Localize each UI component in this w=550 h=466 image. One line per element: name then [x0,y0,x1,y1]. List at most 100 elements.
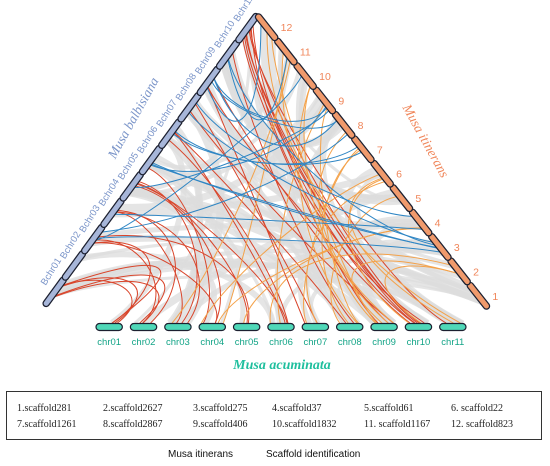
synteny-link-acuminata-itinerans [330,195,400,324]
acuminata-chromosome-label: chr01 [97,337,121,348]
acuminata-chromosome-bar [95,322,123,332]
synteny-link-acuminata-itinerans [171,57,292,324]
acuminata-chromosome-label: chr10 [407,337,431,348]
itinerans-scaffold-label: 6 [396,169,402,181]
acuminata-chromosome-bar [267,322,295,332]
background-synteny-ribbon [109,137,187,326]
synteny-link-acuminata-balbisiana [132,184,221,324]
legend-item: 1.scaffold281 [17,403,72,414]
acuminata-chromosome-label: chr09 [372,337,396,348]
synteny-link-acuminata-balbisiana [241,35,379,324]
itinerans-scaffold-label: 8 [358,120,364,132]
synteny-links [49,19,462,324]
synteny-link-acuminata-itinerans [243,228,426,324]
balbisiana-chromosome-fill [217,40,240,69]
itinerans-scaffold-label: 7 [377,144,383,156]
itinerans-scaffold-fill [371,160,393,187]
synteny-link-acuminata-itinerans [349,176,454,324]
synteny-link-balbisiana-itinerans [226,53,289,121]
acuminata-chromosome-label: chr02 [132,337,156,348]
balbisiana-chromosome-fill [101,198,124,227]
balbisiana-chromosome-fill [62,251,85,280]
acuminata-chromosome-label: chr03 [166,337,190,348]
legend-item: 8.scaffold2867 [103,419,163,430]
acuminata-chromosome-label: chr08 [338,337,362,348]
synteny-link-acuminata-itinerans [200,173,383,324]
synteny-link-acuminata-balbisiana [193,101,318,324]
legend-item: 2.scaffold2627 [103,403,163,414]
legend-item: 5.scaffold61 [364,403,414,414]
species-label-acuminata: Musa acuminata [232,358,331,373]
background-synteny-ribbon [148,160,275,324]
caption-title: Scaffold identification [266,449,361,460]
synteny-link-acuminata-balbisiana [172,130,347,324]
legend-item: 3.scaffold275 [193,403,248,414]
synteny-link-acuminata-itinerans [320,105,359,324]
balbisiana-chromosome-fill [178,93,201,122]
synteny-link-acuminata-itinerans [281,48,389,324]
background-synteny-ribbon [220,60,329,146]
synteny-link-acuminata-itinerans [384,265,462,324]
synteny-link-balbisiana-itinerans [97,132,350,234]
scaffold-legend-box: 1.scaffold281 2.scaffold2627 3.scaffold2… [6,391,542,440]
synteny-link-acuminata-balbisiana [94,235,250,324]
synteny-link-balbisiana-itinerans [131,108,331,188]
synteny-link-balbisiana-itinerans [212,75,339,147]
itinerans-scaffold-fill [313,87,335,114]
synteny-link-acuminata-balbisiana [57,264,162,324]
legend-item: 10.scaffold1832 [272,419,337,430]
synteny-link-balbisiana-itinerans [93,236,445,254]
acuminata-chromosome-label: chr05 [235,337,259,348]
synteny-link-acuminata-balbisiana [166,138,289,324]
itinerans-scaffold-label: 9 [338,95,344,107]
itinerans-scaffold-label: 12 [281,22,293,34]
synteny-link-acuminata-itinerans [217,227,426,324]
legend-item: 11. scaffold1167 [364,419,431,430]
synteny-link-acuminata-itinerans [303,83,376,324]
balbisiana-chromosome-fill [82,224,105,254]
itinerans-scaffold-fill [352,136,374,163]
legend-item: 4.scaffold37 [272,403,322,414]
itinerans-scaffold-fill [448,258,470,285]
synteny-link-balbisiana-itinerans [149,161,441,249]
itinerans-scaffold-label: 2 [473,266,479,278]
acuminata-chromosome-label: chr04 [200,337,224,348]
synteny-link-balbisiana-itinerans [91,72,304,242]
legend-item: 9.scaffold406 [193,419,248,430]
background-synteny-ribbon [134,25,252,325]
itinerans-scaffold-fill [410,209,432,236]
acuminata-chromosome-bar [404,322,433,332]
synteny-link-acuminata-balbisiana [206,83,411,324]
synteny-link-balbisiana-itinerans [212,75,329,122]
synteny-link-acuminata-itinerans [266,27,461,324]
synteny-link-balbisiana-itinerans [227,55,440,247]
synteny-link-acuminata-balbisiana [89,241,151,324]
itinerans-scaffold-fill [275,38,297,65]
balbisiana-chromosome-fill [159,119,182,148]
itinerans-scaffold-fill [467,283,489,309]
synteny-link-acuminata-itinerans [348,177,410,324]
synteny-link-balbisiana-itinerans [172,129,361,165]
acuminata-chromosome-bar [370,322,398,332]
balbisiana-chromosome-fill [197,66,220,96]
acuminata-chromosome-label: chr11 [441,337,464,348]
itinerans-scaffold-fill [256,14,278,40]
synteny-link-acuminata-balbisiana [49,281,160,324]
chromosome-bars [42,12,491,332]
synteny-link-acuminata-itinerans [269,253,456,324]
synteny-link-acuminata-itinerans [318,129,395,324]
itinerans-scaffold-fill [333,112,355,138]
background-synteny-ribbon [89,234,378,326]
synteny-link-acuminata-balbisiana [206,83,306,324]
balbisiana-chromosome-fill [236,14,259,43]
synteny-link-acuminata-balbisiana [89,242,218,324]
synteny-link-acuminata-itinerans [303,146,362,324]
synteny-link-acuminata-itinerans [306,180,388,324]
acuminata-chromosome-bar [198,322,227,332]
synteny-link-balbisiana-itinerans [111,213,427,231]
background-synteny-ribbon [78,251,276,324]
itinerans-scaffold-fill [390,185,412,211]
legend-item: 12. scaffold823 [451,419,514,430]
synteny-link-acuminata-balbisiana [231,49,355,324]
